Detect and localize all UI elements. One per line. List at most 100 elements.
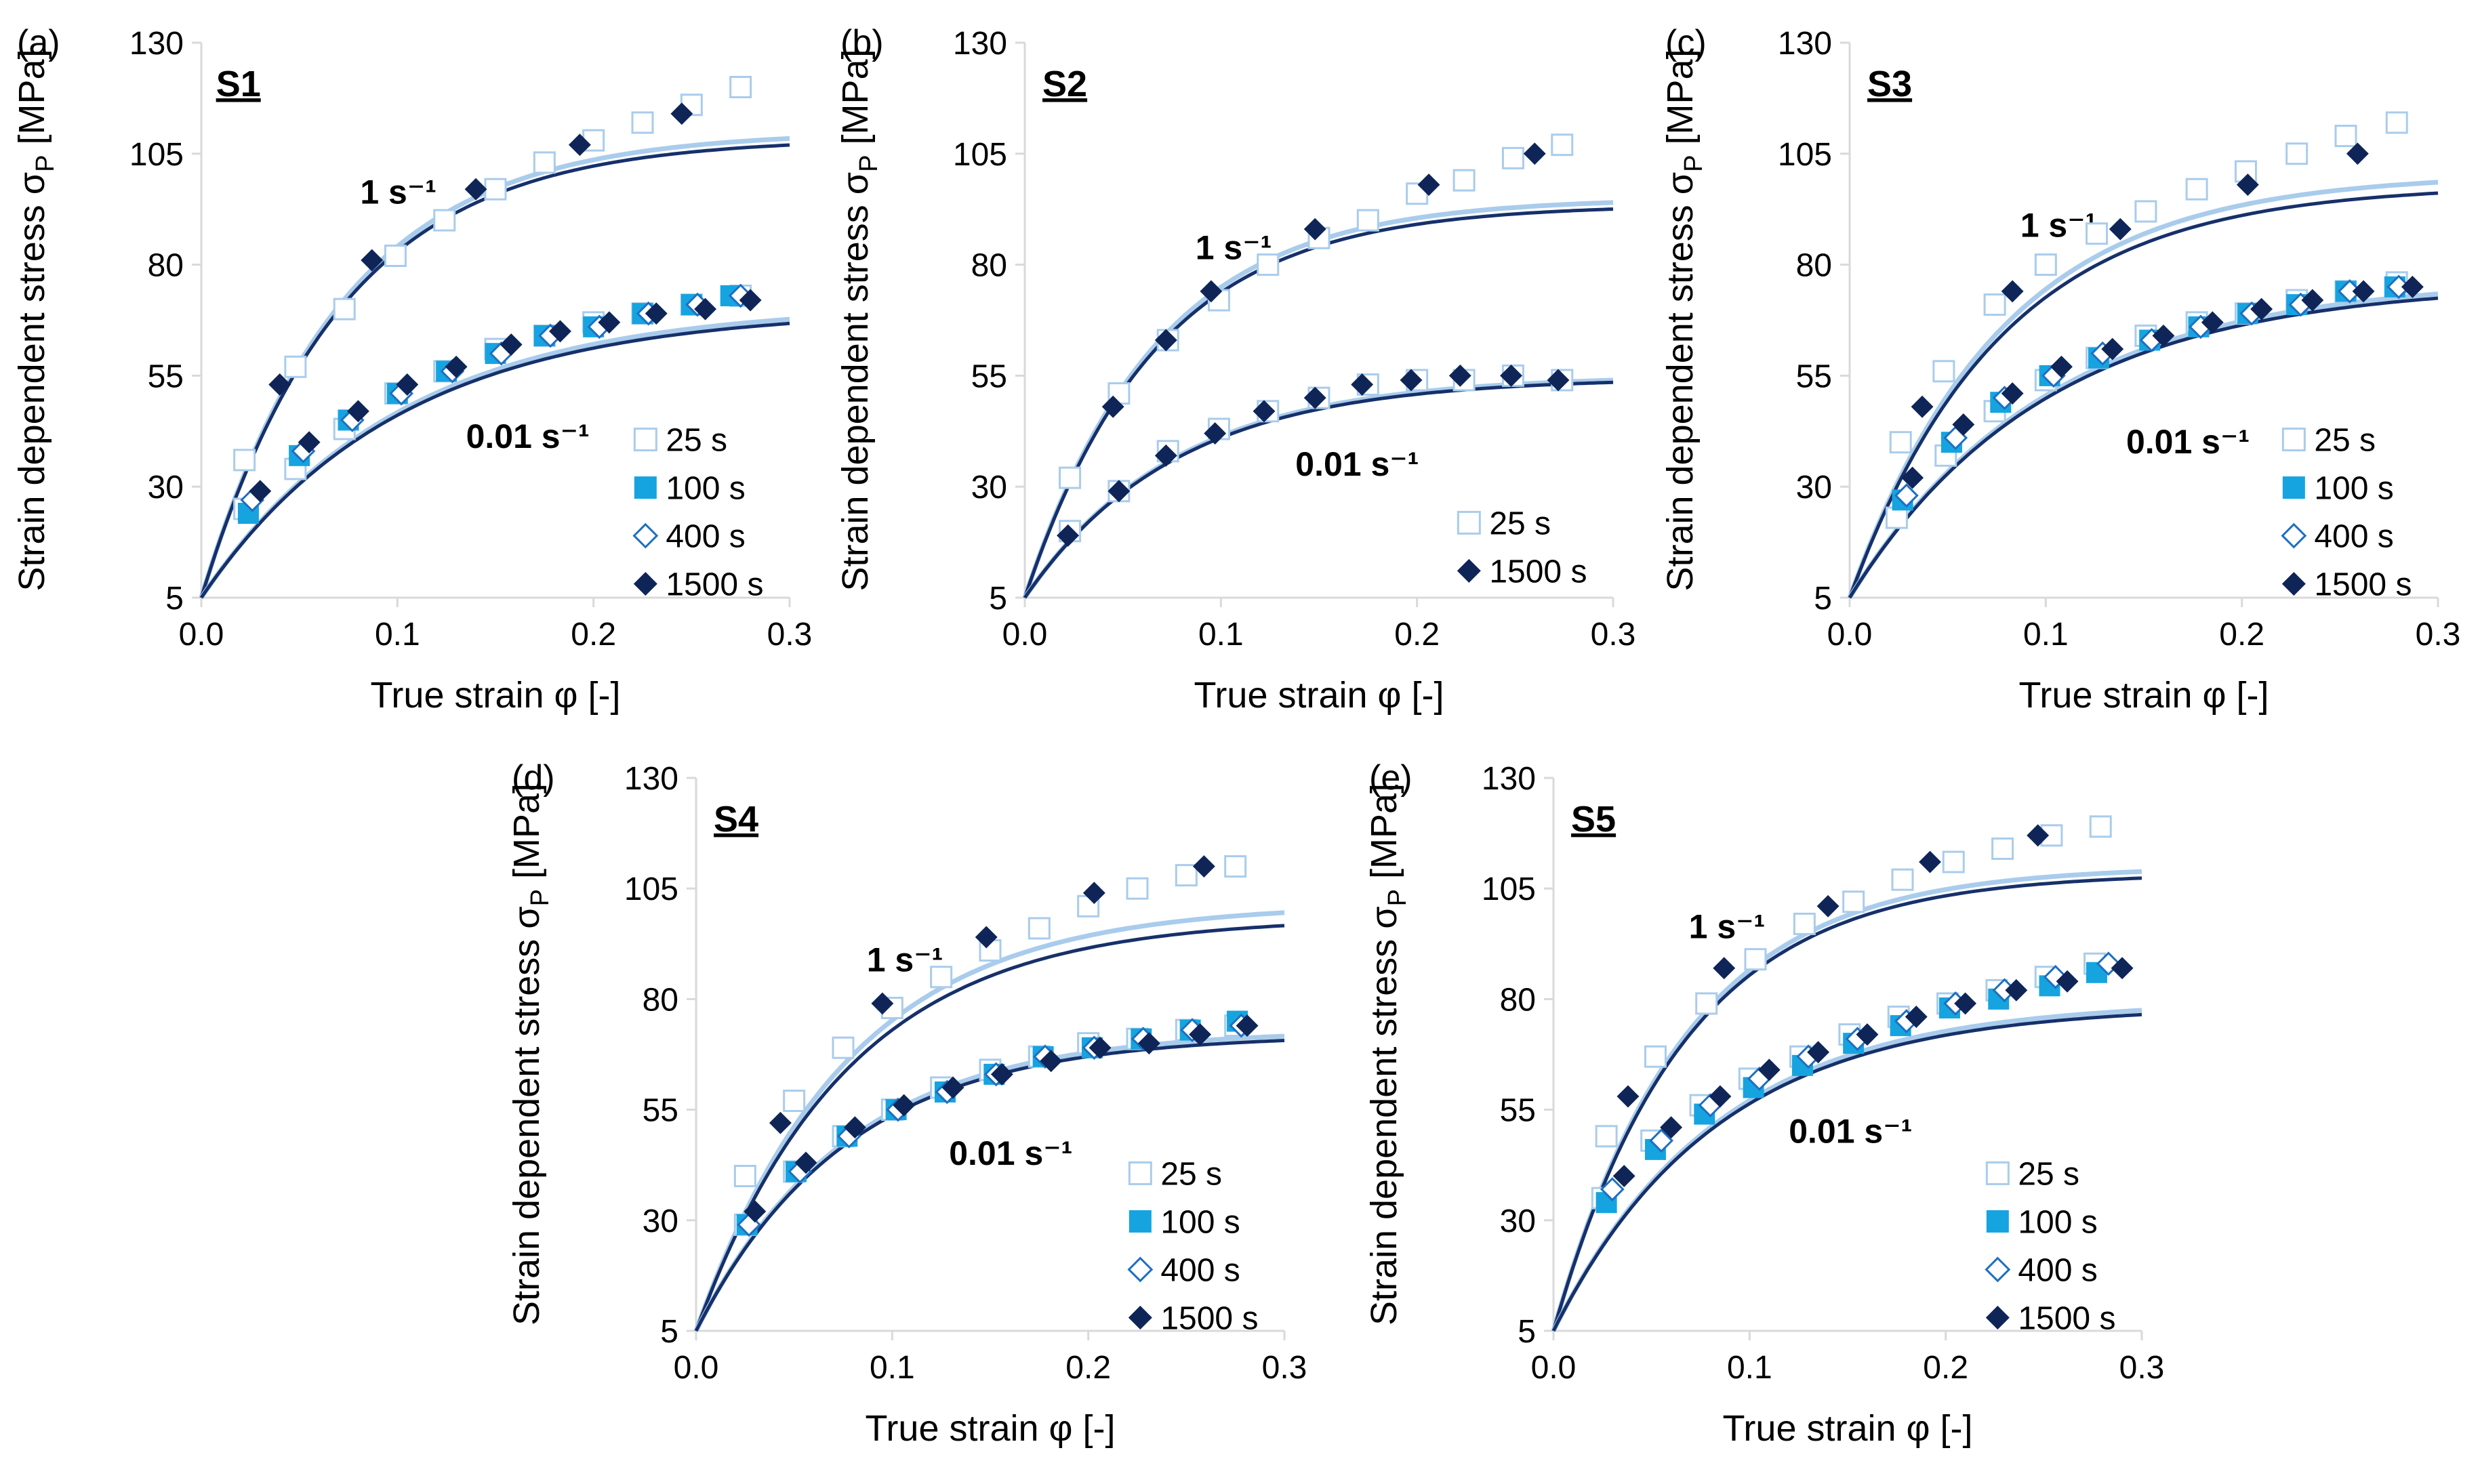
- x-axis-title: True strain φ [-]: [1722, 1408, 1972, 1449]
- marker-25s: [733, 1165, 756, 1188]
- legend-label: 1500 s: [666, 567, 763, 603]
- rate-label-slow: 0.01 s⁻¹: [1295, 445, 1419, 483]
- marker-1500s: [249, 480, 272, 503]
- marker-1500s: [1905, 1006, 1928, 1028]
- marker-1500s: [794, 1151, 817, 1174]
- rate-label-fast: 1 s⁻¹: [360, 173, 436, 211]
- marker-1500s: [2236, 173, 2259, 197]
- legend-label: 1500 s: [2314, 567, 2412, 603]
- marker-1500s: [1919, 850, 1941, 873]
- marker-1500s: [1192, 855, 1215, 878]
- marker-25s: [1891, 868, 1914, 891]
- marker-1500s: [568, 133, 591, 157]
- marker-1500s: [2250, 297, 2273, 321]
- marker-1500s: [1713, 957, 1736, 980]
- marker-1500s: [893, 1094, 916, 1117]
- marker-25s: [832, 1036, 855, 1059]
- x-tick-label: 0.3: [2416, 617, 2461, 653]
- marker-1500s: [347, 400, 369, 423]
- x-tick-label: 0.3: [767, 617, 813, 653]
- marker-1500s: [2109, 218, 2132, 241]
- y-axis-title-unit: [MPa]: [835, 49, 876, 154]
- x-tick-label: 0.3: [1591, 617, 1636, 653]
- y-axis-title-main: Strain dependent stress σ: [1364, 906, 1404, 1325]
- panel-letter: (d): [512, 758, 555, 798]
- marker-1500s: [1660, 1116, 1683, 1139]
- y-axis-title-unit: [MPa]: [12, 49, 52, 154]
- x-tick-label: 0.1: [375, 617, 420, 653]
- legend-label: 25 s: [2314, 423, 2376, 459]
- marker-1500s: [500, 333, 523, 356]
- marker-1500s: [941, 1076, 964, 1099]
- y-tick-label: 55: [1500, 1093, 1536, 1129]
- x-tick-label: 0.1: [1727, 1350, 1772, 1386]
- marker-400s: [1894, 483, 1919, 508]
- marker-25s: [2285, 142, 2309, 165]
- marker-25s: [2334, 125, 2357, 148]
- x-tick-label: 0.0: [1531, 1350, 1577, 1386]
- marker-1500s: [1954, 992, 1977, 1015]
- rate-label-fast: 1 s⁻¹: [2020, 207, 2097, 245]
- marker-25s: [1985, 1161, 2010, 1185]
- marker-25s: [1889, 431, 1912, 454]
- marker-1500s: [464, 178, 487, 201]
- panel-title: S2: [1042, 64, 1087, 104]
- marker-25s: [930, 966, 953, 989]
- marker-400s: [2096, 951, 2121, 976]
- marker-100s: [1986, 1210, 2009, 1233]
- marker-1500s: [1154, 444, 1177, 467]
- marker-1500s: [990, 1063, 1013, 1086]
- x-tick-label: 0.0: [674, 1350, 719, 1386]
- y-tick-label: 130: [1482, 761, 1536, 797]
- marker-25s: [1028, 917, 1051, 940]
- panel-title: S3: [1867, 64, 1912, 104]
- y-axis-title-main: Strain dependent stress σ: [12, 172, 52, 592]
- legend-label: 100 s: [1160, 1204, 1240, 1240]
- y-axis-title-subscript: P: [1680, 155, 1708, 172]
- x-tick-label: 0.2: [1394, 617, 1440, 653]
- marker-25s: [1991, 837, 2014, 860]
- marker-25s: [1885, 506, 1908, 529]
- fit-curve-dark: [1848, 191, 2439, 598]
- y-tick-label: 30: [148, 470, 184, 506]
- panel-letter: (e): [1369, 758, 1412, 798]
- legend-label: 1500 s: [2018, 1300, 2115, 1336]
- x-axis-title: True strain φ [-]: [370, 675, 620, 716]
- marker-1500s: [694, 297, 717, 321]
- y-tick-label: 80: [643, 982, 678, 1018]
- marker-1500s: [1911, 395, 1934, 418]
- marker-25s: [2185, 178, 2208, 201]
- y-tick-label: 30: [1796, 470, 1832, 506]
- marker-1500s: [1128, 1305, 1152, 1330]
- marker-1500s: [1807, 1041, 1830, 1064]
- x-tick-label: 0.2: [1065, 1350, 1111, 1386]
- marker-25s: [233, 449, 256, 472]
- marker-25s: [2281, 428, 2306, 452]
- marker-1500s: [2352, 280, 2375, 303]
- legend-label: 400 s: [1160, 1252, 1240, 1288]
- chart-panel-s3: 5 30 55 80 105 130 0.0 0.1 0.2 0.3 True strain φ […: [1660, 23, 2460, 716]
- y-tick-label: 105: [1778, 137, 1832, 173]
- legend-label: 25 s: [1160, 1156, 1222, 1192]
- y-tick-label: 80: [1796, 248, 1832, 284]
- marker-25s: [783, 1090, 806, 1113]
- marker-1500s: [1400, 369, 1423, 392]
- chart-panel-s4: 5 30 55 80 105 130 0.0 0.1 0.2 0.3 True strain φ […: [506, 758, 1307, 1449]
- y-tick-label: 105: [1482, 871, 1536, 907]
- panel-letter: (c): [1665, 23, 1707, 62]
- marker-25s: [2385, 111, 2408, 134]
- y-tick-label: 105: [953, 137, 1007, 173]
- chart-panel-s2: 5 30 55 80 105 130 0.0 0.1 0.2 0.3 True strain φ […: [835, 23, 1635, 716]
- marker-25s: [1595, 1125, 1618, 1148]
- marker-25s: [1983, 293, 2006, 316]
- marker-25s: [1793, 912, 1816, 935]
- marker-25s: [1457, 510, 1481, 535]
- marker-1500s: [1040, 1050, 1063, 1073]
- marker-1500s: [1303, 386, 1326, 409]
- marker-400s: [632, 522, 659, 549]
- legend: 25 s 100 s 400 s 1500 s: [632, 423, 763, 603]
- panel-title: S1: [216, 64, 261, 104]
- y-axis-title-unit: [MPa]: [1364, 783, 1404, 889]
- marker-1500s: [670, 102, 693, 125]
- marker-1500s: [598, 311, 621, 334]
